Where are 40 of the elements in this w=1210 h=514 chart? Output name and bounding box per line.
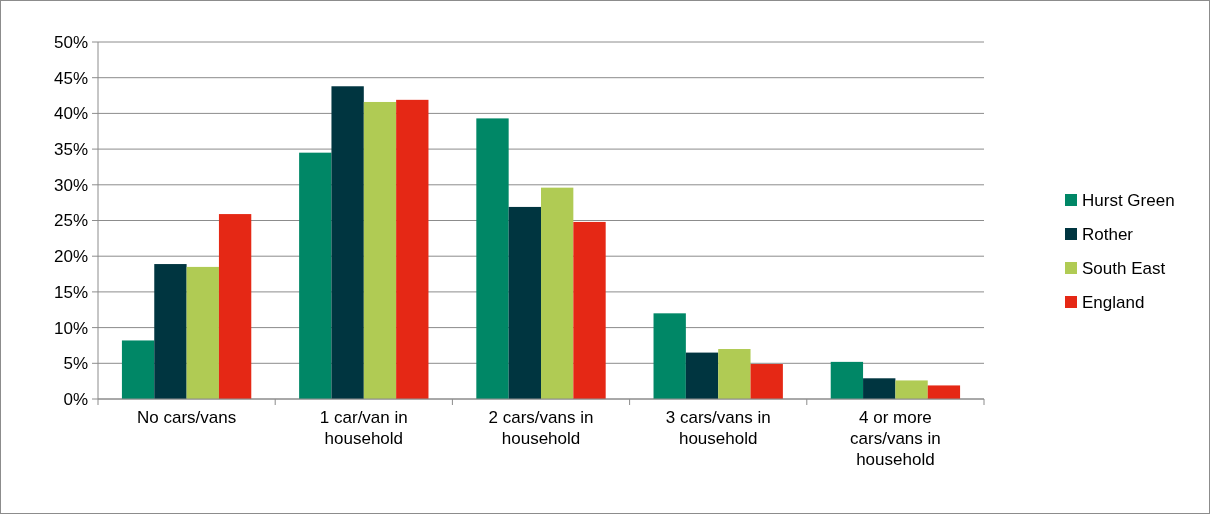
y-tick-label: 50% [53,32,88,52]
y-tick-label: 10% [53,318,88,338]
bar [685,352,719,399]
bar [331,86,364,399]
legend-label: Hurst Green [1082,190,1175,210]
x-tick-label: 2 cars/vans in household [488,408,594,448]
bar [186,266,219,399]
bar [830,361,864,399]
bar [895,380,928,399]
x-tick-label: 4 or more cars/vans in household [850,408,941,469]
bar [299,152,332,399]
y-tick-label: 25% [53,211,88,231]
legend-label: Rother [1082,224,1134,244]
x-tick-label: 1 car/van in household [319,408,408,448]
y-tick-label: 5% [63,354,88,374]
bar [541,187,574,399]
x-tick-label: 3 cars/vans in household [665,408,771,448]
bar [218,214,252,399]
y-tick-label: 20% [53,247,88,267]
bar [121,340,155,399]
bar [718,349,751,399]
y-tick-label: 40% [53,104,88,124]
y-tick-label: 30% [53,175,88,195]
y-tick-label: 0% [63,389,88,409]
bar [863,378,896,399]
x-tick-label: No cars/vans [137,408,237,427]
legend-label: South East [1082,258,1166,278]
bar [154,264,187,399]
bar [573,221,606,399]
y-tick-label: 35% [53,140,88,160]
bar [653,313,686,399]
legend-label: England [1082,292,1145,312]
bar [508,206,541,399]
bar [927,385,961,399]
y-tick-label: 15% [53,282,88,302]
bar [750,364,783,399]
bar [396,99,429,399]
y-tick-label: 45% [53,68,88,88]
bar [363,101,397,399]
bar [476,118,509,399]
